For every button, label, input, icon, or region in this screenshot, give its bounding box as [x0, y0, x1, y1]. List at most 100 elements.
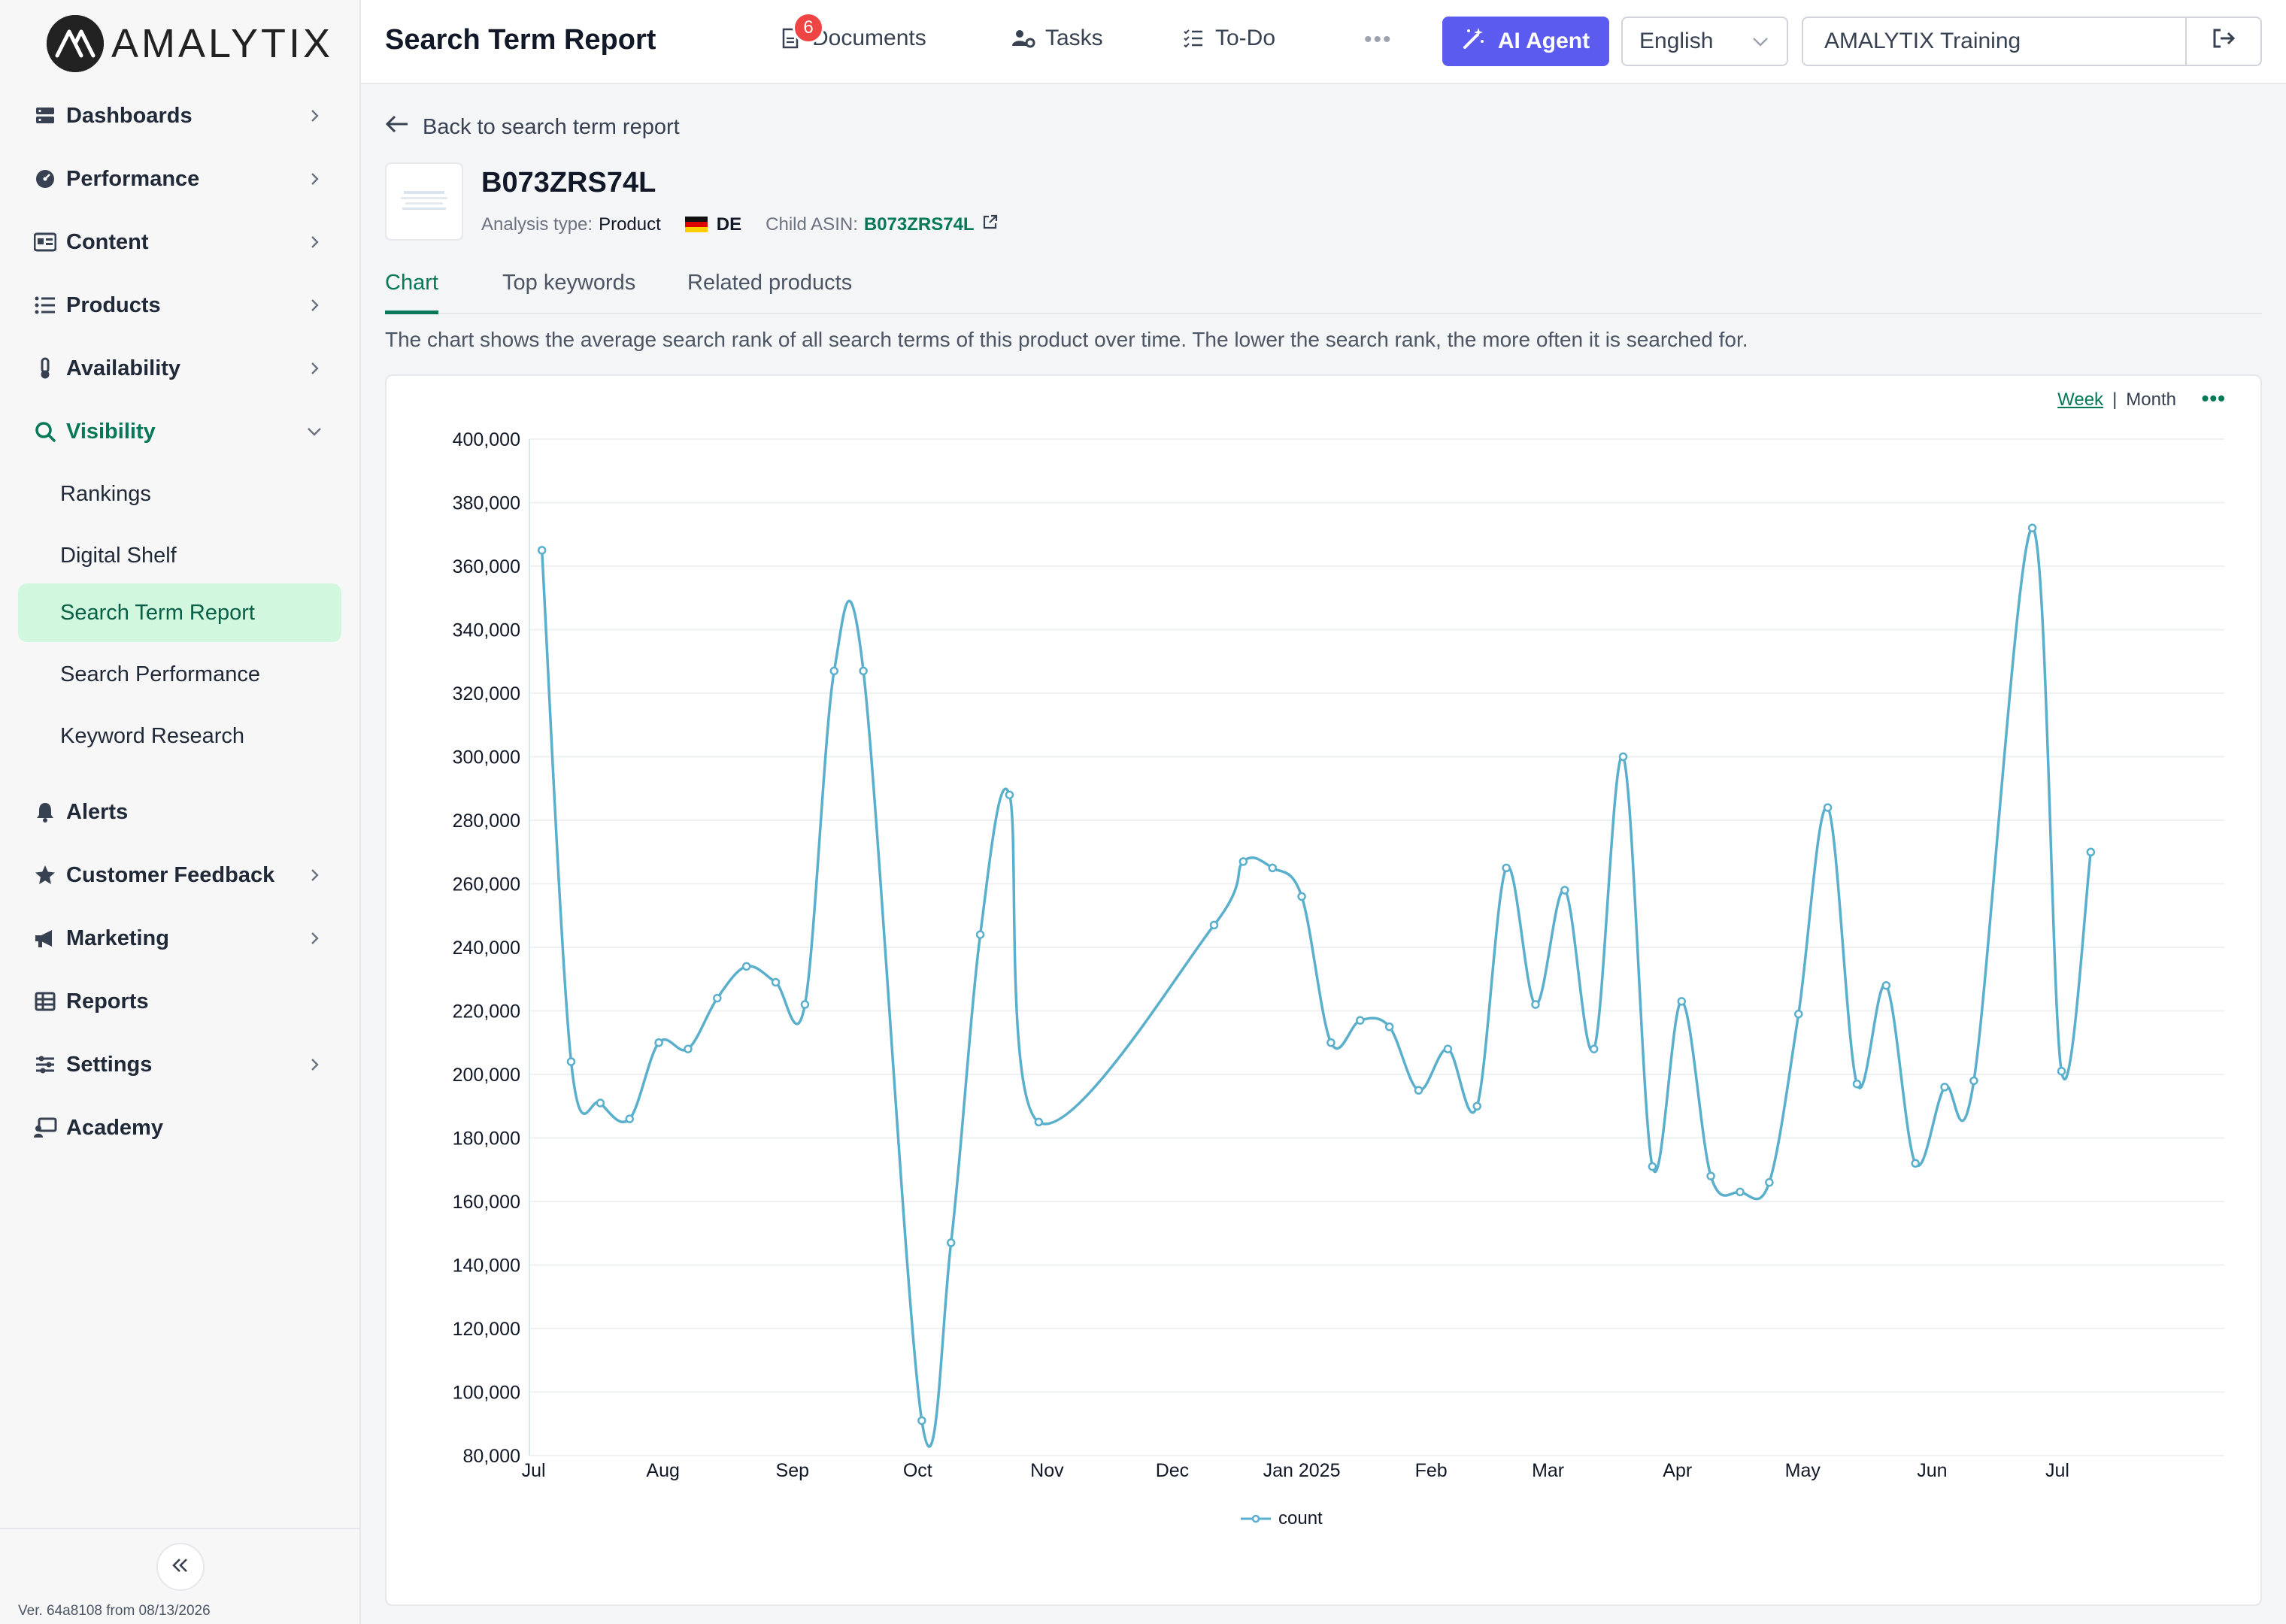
data-point: [2027, 523, 2037, 533]
y-tick-label: 340,000: [453, 620, 520, 641]
x-tick-label: Jul: [522, 1460, 546, 1481]
chart-legend[interactable]: count: [1241, 1508, 1323, 1529]
more-menu-button[interactable]: •••: [1364, 27, 1393, 52]
data-point: [1648, 1162, 1657, 1171]
sidebar-subitem-rankings[interactable]: Rankings: [18, 465, 341, 523]
arrow-left-icon: [385, 114, 409, 140]
data-point: [1502, 863, 1511, 873]
data-point: [1706, 1171, 1715, 1180]
y-tick-label: 240,000: [453, 938, 520, 959]
sliders-icon: [30, 1050, 60, 1080]
chart-menu-button[interactable]: •••: [2201, 386, 2226, 410]
version-text: Ver. 64a8108 from 08/13/2026: [18, 1603, 211, 1619]
logo-mark-icon: [47, 15, 104, 72]
sidebar-item-visibility[interactable]: Visibility: [18, 404, 341, 459]
x-tick-label: May: [1785, 1460, 1821, 1481]
ai-agent-button[interactable]: AI Agent: [1442, 17, 1609, 66]
chevron-right-icon: [302, 926, 326, 950]
sidebar-subitem-keyword-research[interactable]: Keyword Research: [18, 707, 341, 765]
data-point: [1618, 752, 1628, 762]
range-week-button[interactable]: Week: [2057, 389, 2104, 410]
external-link-icon[interactable]: [982, 214, 999, 235]
sidebar-subitem-label: Keyword Research: [60, 723, 244, 748]
data-point: [1677, 997, 1687, 1006]
sidebar-item-academy[interactable]: Academy: [18, 1101, 341, 1155]
tab-top-keywords[interactable]: Top keywords: [502, 271, 636, 295]
data-point: [800, 1000, 810, 1009]
child-asin-link[interactable]: B073ZRS74L: [863, 214, 975, 235]
x-tick-label: Apr: [1663, 1460, 1692, 1481]
data-point: [975, 930, 985, 939]
documents-badge: 6: [793, 12, 824, 44]
sidebar-item-products[interactable]: Products: [18, 278, 341, 332]
x-tick-label: Feb: [1415, 1460, 1448, 1481]
data-point: [1881, 980, 1891, 990]
logout-button[interactable]: [2185, 18, 2260, 65]
account-selector[interactable]: AMALYTIX Training: [1802, 17, 2262, 66]
sidebar-subitem-label: Digital Shelf: [60, 543, 177, 568]
sidebar-subitem-label: Search Performance: [60, 662, 260, 686]
data-point: [566, 1057, 576, 1066]
range-month-button[interactable]: Month: [2126, 389, 2176, 410]
tasks-link[interactable]: Tasks: [1011, 26, 1103, 51]
y-tick-label: 200,000: [453, 1065, 520, 1086]
chevron-down-icon: [302, 420, 326, 444]
data-point: [713, 993, 722, 1003]
sidebar-item-dashboards[interactable]: Dashboards: [18, 89, 341, 143]
country-code: DE: [716, 214, 742, 235]
analysis-type-value: Product: [599, 214, 661, 235]
data-point: [1384, 1022, 1394, 1032]
sidebar-subitem-digital-shelf[interactable]: Digital Shelf: [18, 526, 341, 585]
todo-link[interactable]: To-Do: [1181, 26, 1275, 51]
back-link[interactable]: Back to search term report: [385, 114, 680, 140]
y-tick-label: 160,000: [453, 1192, 520, 1213]
data-point: [596, 1098, 605, 1107]
sidebar-item-marketing[interactable]: Marketing: [18, 911, 341, 965]
data-point: [1297, 892, 1306, 901]
x-tick-label: Jul: [2045, 1460, 2069, 1481]
data-point: [829, 666, 839, 676]
page-title: Search Term Report: [385, 24, 656, 56]
language-select[interactable]: English: [1621, 17, 1788, 66]
y-tick-label: 80,000: [463, 1446, 520, 1467]
sidebar-item-reports[interactable]: Reports: [18, 974, 341, 1029]
sidebar-item-availability[interactable]: Availability: [18, 341, 341, 395]
sidebar-item-label: Alerts: [66, 799, 129, 824]
analysis-type-label: Analysis type:: [481, 214, 593, 235]
y-tick-label: 300,000: [453, 747, 520, 768]
magic-wand-icon: [1462, 26, 1486, 56]
sidebar-item-label: Products: [66, 292, 161, 317]
tab-related-products[interactable]: Related products: [687, 271, 853, 295]
list-icon: [30, 290, 60, 320]
sidebar-item-content[interactable]: Content: [18, 215, 341, 269]
data-point: [1209, 920, 1219, 930]
double-chevron-left-icon: [170, 1556, 191, 1578]
sidebar-item-customer-feedback[interactable]: Customer Feedback: [18, 848, 341, 902]
y-tick-label: 120,000: [453, 1319, 520, 1340]
x-tick-label: Sep: [776, 1460, 809, 1481]
sidebar-subitem-search-performance[interactable]: Search Performance: [18, 645, 341, 704]
sidebar-item-settings[interactable]: Settings: [18, 1038, 341, 1092]
data-point: [1852, 1079, 1862, 1089]
documents-link[interactable]: Documents: [778, 26, 926, 51]
y-tick-label: 180,000: [453, 1129, 520, 1150]
product-meta: Analysis type: Product DE Child ASIN: B0…: [481, 214, 999, 235]
document-icon: [778, 26, 803, 51]
range-separator: |: [2112, 389, 2118, 410]
sidebar-item-label: Customer Feedback: [66, 862, 275, 887]
brand-logo[interactable]: AMALYTIX: [47, 15, 333, 72]
sidebar-subitem-label: Search Term Report: [60, 600, 255, 625]
sidebar-item-alerts[interactable]: Alerts: [18, 785, 341, 839]
sidebar-subitem-search-term-report[interactable]: Search Term Report: [18, 583, 341, 642]
thermometer-icon: [30, 353, 60, 383]
sidebar-item-performance[interactable]: Performance: [18, 152, 341, 206]
data-point: [1472, 1101, 1481, 1110]
germany-flag-icon: [684, 216, 708, 233]
search-icon: [30, 417, 60, 447]
tab-chart[interactable]: Chart: [385, 271, 438, 314]
logo-text: AMALYTIX: [111, 21, 334, 66]
academy-icon: [30, 1113, 60, 1143]
data-point: [946, 1238, 956, 1247]
data-point: [1356, 1016, 1365, 1025]
sidebar-collapse-button[interactable]: [156, 1543, 205, 1591]
